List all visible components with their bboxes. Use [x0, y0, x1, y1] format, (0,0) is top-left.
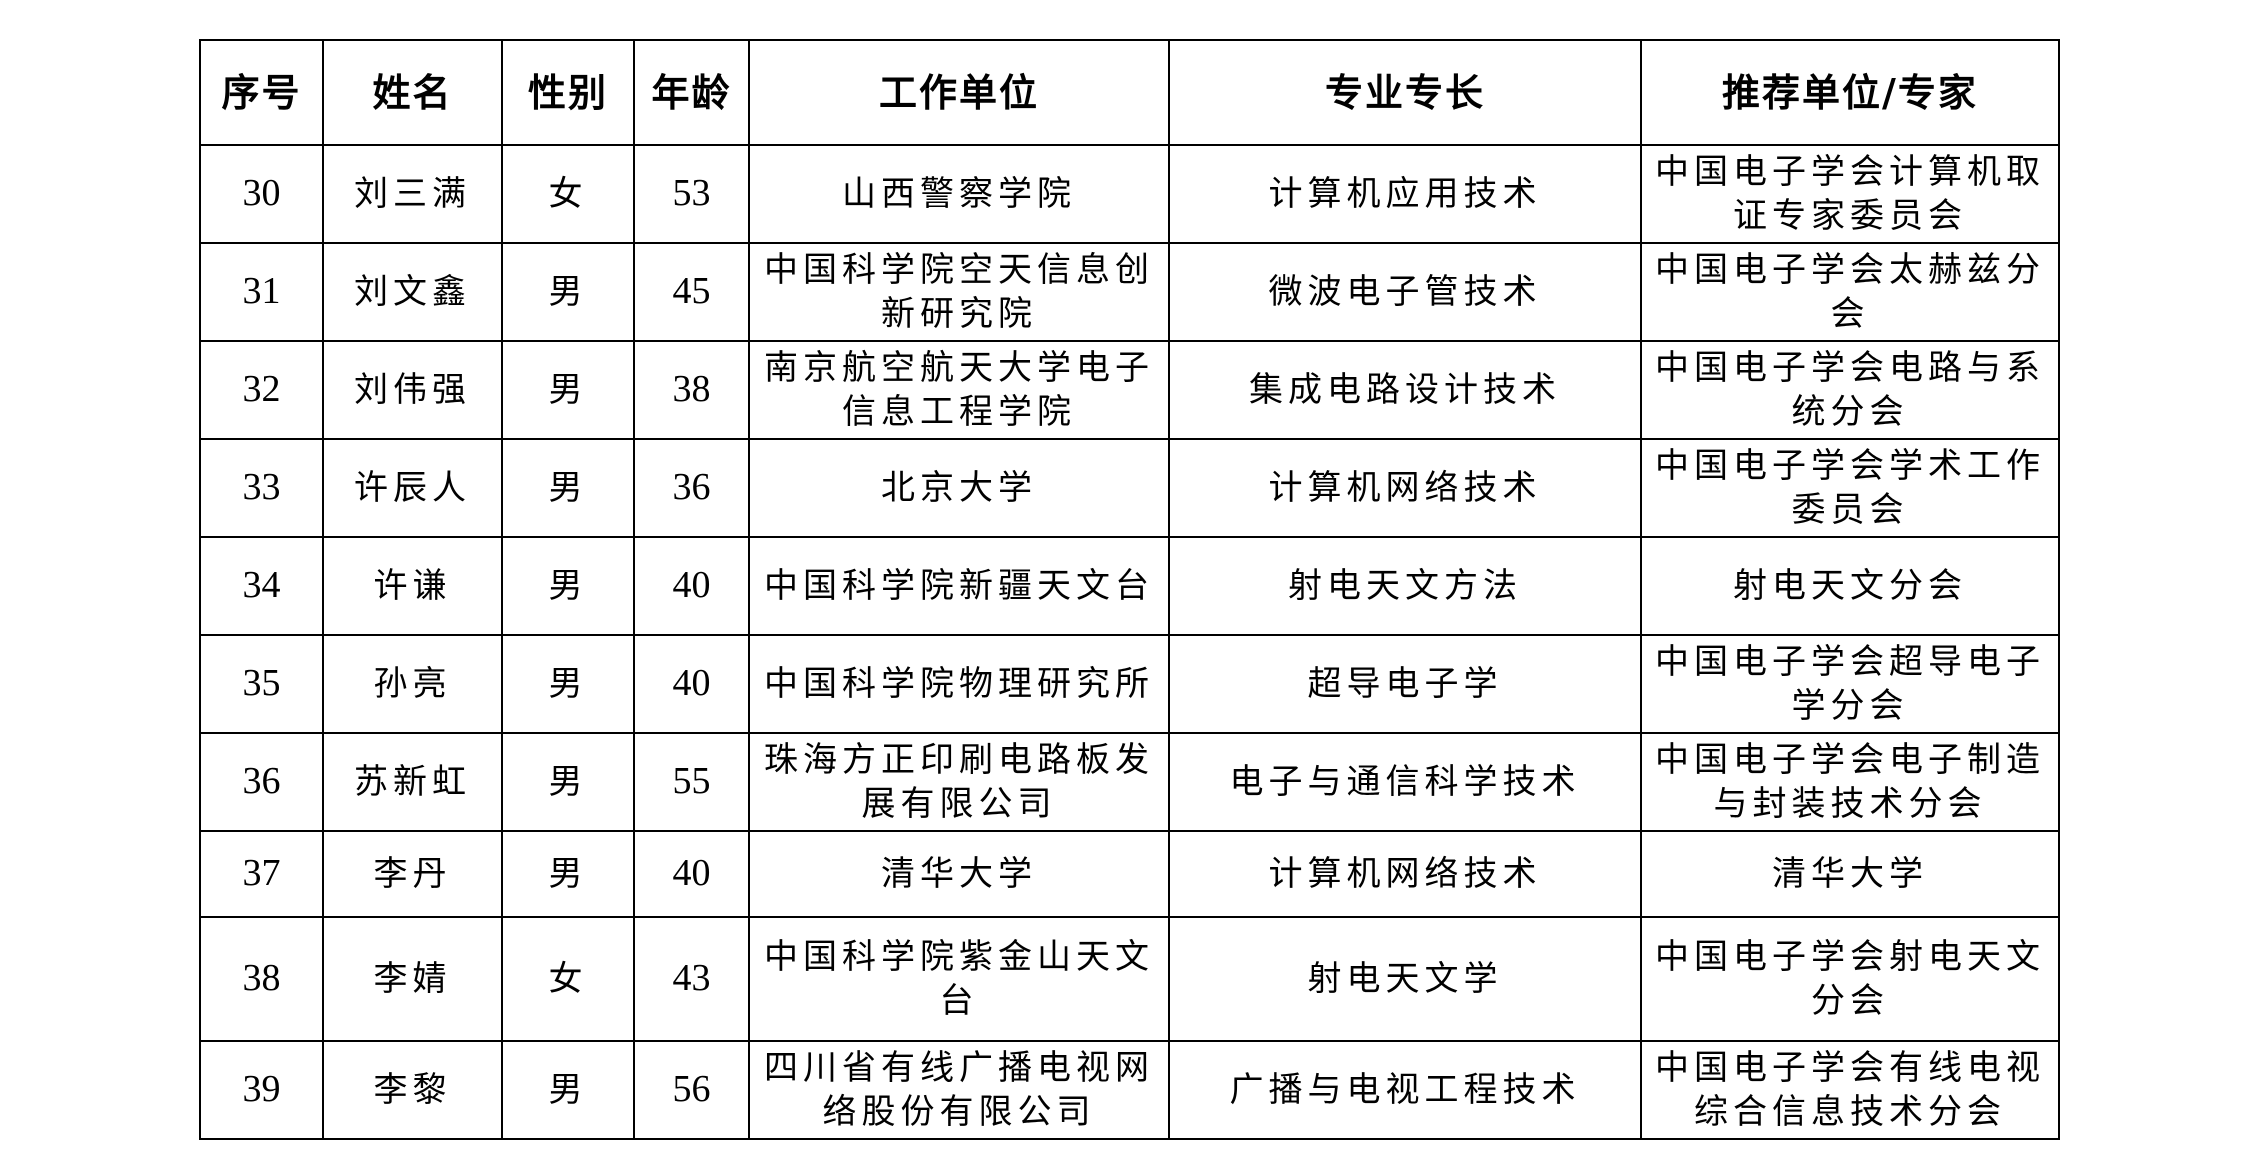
cell-index: 34 — [199, 536, 324, 636]
cell-workplace: 珠海方正印刷电路板发展有限公司 — [748, 732, 1170, 832]
cell-workplace: 山西警察学院 — [748, 144, 1170, 244]
header-age: 年龄 — [633, 39, 750, 146]
table-row: 36 苏新虹男 55 珠海方正印刷电路板发展有限公司 电子与通信科学技术 中国电子学会电子… — [199, 732, 2060, 832]
table-row: 38 李婧女 43 中国科学院紫金山天文台 射电天文学 中国电子学会射电天文分会 — [199, 916, 2060, 1042]
cell-gender: 男 — [501, 438, 635, 538]
cell-gender: 女 — [501, 916, 635, 1042]
cell-workplace: 北京大学 — [748, 438, 1170, 538]
cell-name: 李婧 — [322, 916, 503, 1042]
table-row: 34 许谦男 40 中国科学院新疆天文台 射电天文方法 射电天文分会 — [199, 536, 2060, 636]
cell-age: 56 — [633, 1040, 750, 1140]
table-row: 35 孙亮男 40 中国科学院物理研究所 超导电子学 中国电子学会超导电子学分会 — [199, 634, 2060, 734]
cell-workplace: 中国科学院空天信息创新研究院 — [748, 242, 1170, 342]
cell-gender: 男 — [501, 732, 635, 832]
cell-age: 36 — [633, 438, 750, 538]
header-workplace: 工作单位 — [748, 39, 1170, 146]
cell-age: 40 — [633, 830, 750, 918]
cell-specialty: 计算机应用技术 — [1168, 144, 1642, 244]
cell-name: 孙亮 — [322, 634, 503, 734]
cell-recommender: 中国电子学会学术工作委员会 — [1640, 438, 2060, 538]
cell-specialty: 射电天文方法 — [1168, 536, 1642, 636]
cell-index: 31 — [199, 242, 324, 342]
table-row: 31 刘文鑫男 45 中国科学院空天信息创新研究院 微波电子管技术 中国电子学会太赫兹分会 — [199, 242, 2060, 342]
cell-name: 苏新虹 — [322, 732, 503, 832]
cell-recommender: 中国电子学会电路与系统分会 — [1640, 340, 2060, 440]
cell-gender: 男 — [501, 1040, 635, 1140]
cell-gender: 男 — [501, 340, 635, 440]
cell-gender: 男 — [501, 830, 635, 918]
cell-specialty: 超导电子学 — [1168, 634, 1642, 734]
cell-age: 38 — [633, 340, 750, 440]
cell-recommender: 中国电子学会电子制造与封装技术分会 — [1640, 732, 2060, 832]
cell-recommender: 中国电子学会有线电视综合信息技术分会 — [1640, 1040, 2060, 1140]
cell-recommender: 射电天文分会 — [1640, 536, 2060, 636]
cell-recommender: 中国电子学会计算机取证专家委员会 — [1640, 144, 2060, 244]
cell-index: 37 — [199, 830, 324, 918]
cell-gender: 女 — [501, 144, 635, 244]
cell-index: 32 — [199, 340, 324, 440]
cell-index: 36 — [199, 732, 324, 832]
cell-name: 李黎 — [322, 1040, 503, 1140]
header-index: 序号 — [199, 39, 324, 146]
cell-index: 39 — [199, 1040, 324, 1140]
table-row: 30 刘三满女 53 山西警察学院 计算机应用技术 中国电子学会计算机取证专家委员会 — [199, 144, 2060, 244]
cell-age: 40 — [633, 536, 750, 636]
cell-age: 43 — [633, 916, 750, 1042]
cell-name: 许辰人 — [322, 438, 503, 538]
cell-age: 45 — [633, 242, 750, 342]
table-row: 33 许辰人男 36 北京大学 计算机网络技术 中国电子学会学术工作委员会 — [199, 438, 2060, 538]
cell-workplace: 四川省有线广播电视网络股份有限公司 — [748, 1040, 1170, 1140]
cell-name: 李丹 — [322, 830, 503, 918]
header-gender: 性别 — [501, 39, 635, 146]
cell-specialty: 微波电子管技术 — [1168, 242, 1642, 342]
cell-name: 刘文鑫 — [322, 242, 503, 342]
cell-workplace: 中国科学院紫金山天文台 — [748, 916, 1170, 1042]
cell-recommender: 清华大学 — [1640, 830, 2060, 918]
cell-specialty: 射电天文学 — [1168, 916, 1642, 1042]
cell-gender: 男 — [501, 242, 635, 342]
header-specialty: 专业专长 — [1168, 39, 1642, 146]
cell-name: 刘三满 — [322, 144, 503, 244]
cell-age: 55 — [633, 732, 750, 832]
cell-specialty: 计算机网络技术 — [1168, 830, 1642, 918]
cell-workplace: 南京航空航天大学电子信息工程学院 — [748, 340, 1170, 440]
cell-recommender: 中国电子学会超导电子学分会 — [1640, 634, 2060, 734]
cell-index: 38 — [199, 916, 324, 1042]
cell-recommender: 中国电子学会射电天文分会 — [1640, 916, 2060, 1042]
table-row: 37 李丹男 40 清华大学 计算机网络技术 清华大学 — [199, 830, 2060, 918]
table-row: 32 刘伟强男 38 南京航空航天大学电子信息工程学院 集成电路设计技术 中国电子学会电路… — [199, 340, 2060, 440]
cell-index: 30 — [199, 144, 324, 244]
cell-specialty: 电子与通信科学技术 — [1168, 732, 1642, 832]
cell-workplace: 中国科学院物理研究所 — [748, 634, 1170, 734]
cell-age: 40 — [633, 634, 750, 734]
cell-workplace: 中国科学院新疆天文台 — [748, 536, 1170, 636]
cell-recommender: 中国电子学会太赫兹分会 — [1640, 242, 2060, 342]
cell-index: 33 — [199, 438, 324, 538]
cell-specialty: 集成电路设计技术 — [1168, 340, 1642, 440]
table-header-row: 序号 姓名 性别 年龄 工作单位 专业专长 推荐单位/专家 — [199, 39, 2060, 146]
cell-specialty: 广播与电视工程技术 — [1168, 1040, 1642, 1140]
header-recommender: 推荐单位/专家 — [1640, 39, 2060, 146]
cell-index: 35 — [199, 634, 324, 734]
cell-gender: 男 — [501, 536, 635, 636]
expert-list-table: 序号 姓名 性别 年龄 工作单位 专业专长 推荐单位/专家 30 刘三满女 53 山西… — [199, 39, 2060, 1140]
cell-workplace: 清华大学 — [748, 830, 1170, 918]
cell-gender: 男 — [501, 634, 635, 734]
header-name: 姓名 — [322, 39, 503, 146]
cell-name: 刘伟强 — [322, 340, 503, 440]
cell-age: 53 — [633, 144, 750, 244]
cell-specialty: 计算机网络技术 — [1168, 438, 1642, 538]
cell-name: 许谦 — [322, 536, 503, 636]
table-row: 39 李黎男 56 四川省有线广播电视网络股份有限公司 广播与电视工程技术 中国电子学会有… — [199, 1040, 2060, 1140]
